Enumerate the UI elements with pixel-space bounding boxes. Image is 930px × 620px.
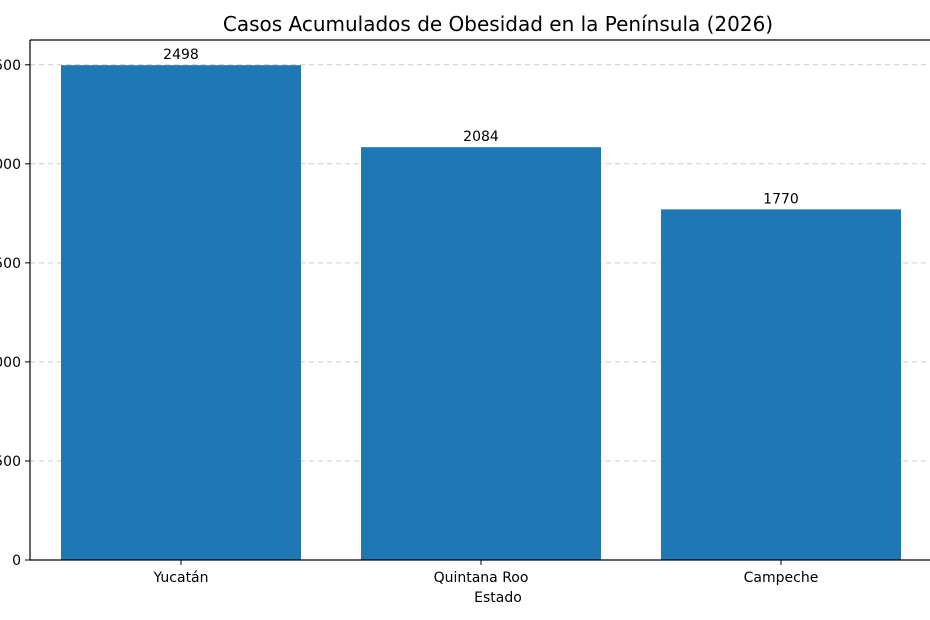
data-label: 1770: [763, 191, 799, 207]
x-tick-label: Campeche: [744, 570, 819, 586]
y-tick-label: 500: [0, 454, 21, 470]
bar-1: [361, 147, 601, 560]
y-tick-label: 2500: [0, 58, 21, 74]
bars-layer: [61, 65, 901, 561]
y-tick-label: 2000: [0, 157, 21, 173]
data-label: 2084: [463, 129, 499, 145]
axes-layer: [25, 39, 930, 565]
labels-layer: 0 500 1000 1500 2000 2500 2498 Yucatán 2084 Quint…: [0, 47, 818, 586]
chart-title: Casos Acumulados de Obesidad en la Penín…: [223, 12, 773, 36]
bar-2: [661, 209, 901, 560]
y-tick-label: 1500: [0, 256, 21, 272]
x-axis-label: Estado: [474, 590, 522, 606]
y-tick-label: 0: [12, 553, 21, 569]
bar-0: [61, 65, 301, 561]
x-tick-label: Quintana Roo: [434, 570, 529, 586]
y-tick-label: 1000: [0, 355, 21, 371]
data-label: 2498: [163, 47, 199, 63]
x-tick-label: Yucatán: [152, 570, 208, 586]
